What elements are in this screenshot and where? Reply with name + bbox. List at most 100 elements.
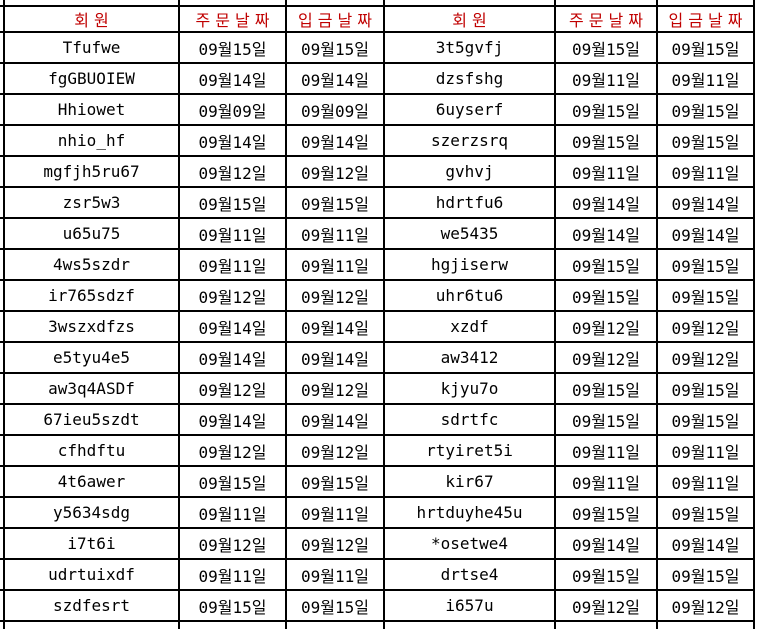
deposit-date-cell[interactable]: 09월11일 (287, 498, 385, 529)
header-order-date-cell[interactable]: 주문날짜 (180, 7, 287, 33)
order-date-cell[interactable]: 09월15일 (556, 374, 658, 405)
deposit-date-cell[interactable]: 09월14일 (658, 529, 755, 560)
order-date-cell[interactable]: 09월14일 (556, 529, 658, 560)
deposit-date-cell[interactable]: 09월15일 (287, 467, 385, 498)
member-cell[interactable]: u65u75 (5, 219, 180, 250)
header-order-date-cell[interactable]: 주문날짜 (556, 7, 658, 33)
member-cell[interactable]: 4t6awer (5, 467, 180, 498)
deposit-date-cell[interactable]: 09월12일 (287, 281, 385, 312)
order-date-cell[interactable]: 09월14일 (180, 405, 287, 436)
member-cell[interactable]: kir67 (385, 467, 556, 498)
deposit-date-cell[interactable]: 09월14일 (287, 343, 385, 374)
order-date-cell[interactable]: 09월11일 (180, 250, 287, 281)
deposit-date-cell[interactable]: 09월15일 (658, 33, 755, 64)
order-date-cell[interactable]: 09월11일 (180, 560, 287, 591)
deposit-date-cell[interactable]: 09월14일 (658, 219, 755, 250)
member-cell[interactable]: 3wszxdfzs (5, 312, 180, 343)
deposit-date-cell[interactable]: 09월15일 (658, 250, 755, 281)
member-cell[interactable]: i657u (385, 591, 556, 622)
member-cell[interactable]: *osetwe4 (385, 529, 556, 560)
order-date-cell[interactable]: 09월11일 (556, 157, 658, 188)
order-date-cell[interactable]: 09월15일 (556, 250, 658, 281)
deposit-date-cell[interactable]: 09월15일 (658, 405, 755, 436)
deposit-date-cell[interactable]: 09월14일 (658, 188, 755, 219)
order-date-cell[interactable]: 09월14일 (556, 188, 658, 219)
member-cell[interactable]: Hhiowet (5, 95, 180, 126)
order-date-cell[interactable]: 09월11일 (556, 436, 658, 467)
order-date-cell[interactable]: 09월12일 (556, 312, 658, 343)
deposit-date-cell[interactable]: 09월12일 (658, 312, 755, 343)
member-cell[interactable]: dzsfshg (385, 64, 556, 95)
deposit-date-cell[interactable]: 09월15일 (287, 591, 385, 622)
order-date-cell[interactable]: 09월12일 (556, 343, 658, 374)
deposit-date-cell[interactable]: 09월15일 (287, 188, 385, 219)
order-date-cell[interactable]: 09월12일 (180, 529, 287, 560)
order-date-cell[interactable]: 09월15일 (180, 188, 287, 219)
member-cell[interactable]: hdrtfu6 (385, 188, 556, 219)
member-cell[interactable]: 4ws5szdr (5, 250, 180, 281)
order-date-cell[interactable]: 09월15일 (556, 95, 658, 126)
deposit-date-cell[interactable]: 09월15일 (658, 126, 755, 157)
member-cell[interactable]: mgfjh5ru67 (5, 157, 180, 188)
header-deposit-date-cell[interactable]: 입금날짜 (658, 7, 755, 33)
member-cell[interactable]: fgGBUOIEW (5, 64, 180, 95)
member-cell[interactable]: sdrtfc (385, 405, 556, 436)
deposit-date-cell[interactable]: 09월11일 (658, 64, 755, 95)
header-deposit-date-cell[interactable]: 입금날짜 (287, 7, 385, 33)
deposit-date-cell[interactable]: 09월12일 (658, 343, 755, 374)
order-date-cell[interactable]: 09월15일 (556, 126, 658, 157)
order-date-cell[interactable]: 09월11일 (180, 219, 287, 250)
order-date-cell[interactable]: 09월12일 (556, 591, 658, 622)
deposit-date-cell[interactable]: 09월12일 (658, 591, 755, 622)
order-date-cell[interactable]: 09월12일 (180, 436, 287, 467)
member-cell[interactable]: y5634sdg (5, 498, 180, 529)
member-cell[interactable]: nhio_hf (5, 126, 180, 157)
deposit-date-cell[interactable]: 09월11일 (287, 219, 385, 250)
deposit-date-cell[interactable]: 09월15일 (287, 33, 385, 64)
deposit-date-cell[interactable]: 09월14일 (287, 126, 385, 157)
order-date-cell[interactable]: 09월14일 (180, 312, 287, 343)
deposit-date-cell[interactable]: 09월14일 (287, 405, 385, 436)
deposit-date-cell[interactable]: 09월11일 (658, 157, 755, 188)
order-date-cell[interactable]: 09월12일 (180, 281, 287, 312)
order-date-cell[interactable]: 09월15일 (556, 498, 658, 529)
header-member-cell[interactable]: 회원 (385, 7, 556, 33)
order-date-cell[interactable]: 09월15일 (556, 281, 658, 312)
order-date-cell[interactable]: 09월15일 (180, 591, 287, 622)
member-cell[interactable]: cfhdftu (5, 436, 180, 467)
deposit-date-cell[interactable]: 09월12일 (287, 529, 385, 560)
deposit-date-cell[interactable]: 09월11일 (658, 436, 755, 467)
deposit-date-cell[interactable]: 09월14일 (287, 312, 385, 343)
member-cell[interactable]: szerzsrq (385, 126, 556, 157)
member-cell[interactable]: Tfufwe (5, 33, 180, 64)
deposit-date-cell[interactable]: 09월11일 (658, 467, 755, 498)
member-cell[interactable]: 67ieu5szdt (5, 405, 180, 436)
order-date-cell[interactable]: 09월14일 (556, 219, 658, 250)
member-cell[interactable]: e5tyu4e5 (5, 343, 180, 374)
header-member-cell[interactable]: 회원 (5, 7, 180, 33)
member-cell[interactable]: udrtuixdf (5, 560, 180, 591)
order-date-cell[interactable]: 09월15일 (556, 405, 658, 436)
member-cell[interactable]: aw3412 (385, 343, 556, 374)
deposit-date-cell[interactable]: 09월14일 (287, 64, 385, 95)
deposit-date-cell[interactable]: 09월15일 (658, 281, 755, 312)
member-cell[interactable]: xzdf (385, 312, 556, 343)
order-date-cell[interactable]: 09월15일 (180, 467, 287, 498)
member-cell[interactable]: ir765sdzf (5, 281, 180, 312)
deposit-date-cell[interactable]: 09월12일 (287, 436, 385, 467)
deposit-date-cell[interactable]: 09월09일 (287, 95, 385, 126)
member-cell[interactable]: aw3q4ASDf (5, 374, 180, 405)
deposit-date-cell[interactable]: 09월11일 (287, 250, 385, 281)
order-date-cell[interactable]: 09월11일 (556, 467, 658, 498)
member-cell[interactable]: szdfesrt (5, 591, 180, 622)
deposit-date-cell[interactable]: 09월15일 (658, 560, 755, 591)
order-date-cell[interactable]: 09월14일 (180, 64, 287, 95)
order-date-cell[interactable]: 09월14일 (180, 343, 287, 374)
member-cell[interactable]: we5435 (385, 219, 556, 250)
deposit-date-cell[interactable]: 09월15일 (658, 498, 755, 529)
member-cell[interactable]: zsr5w3 (5, 188, 180, 219)
member-cell[interactable]: uhr6tu6 (385, 281, 556, 312)
deposit-date-cell[interactable]: 09월12일 (287, 374, 385, 405)
deposit-date-cell[interactable]: 09월12일 (287, 157, 385, 188)
order-date-cell[interactable]: 09월14일 (180, 126, 287, 157)
